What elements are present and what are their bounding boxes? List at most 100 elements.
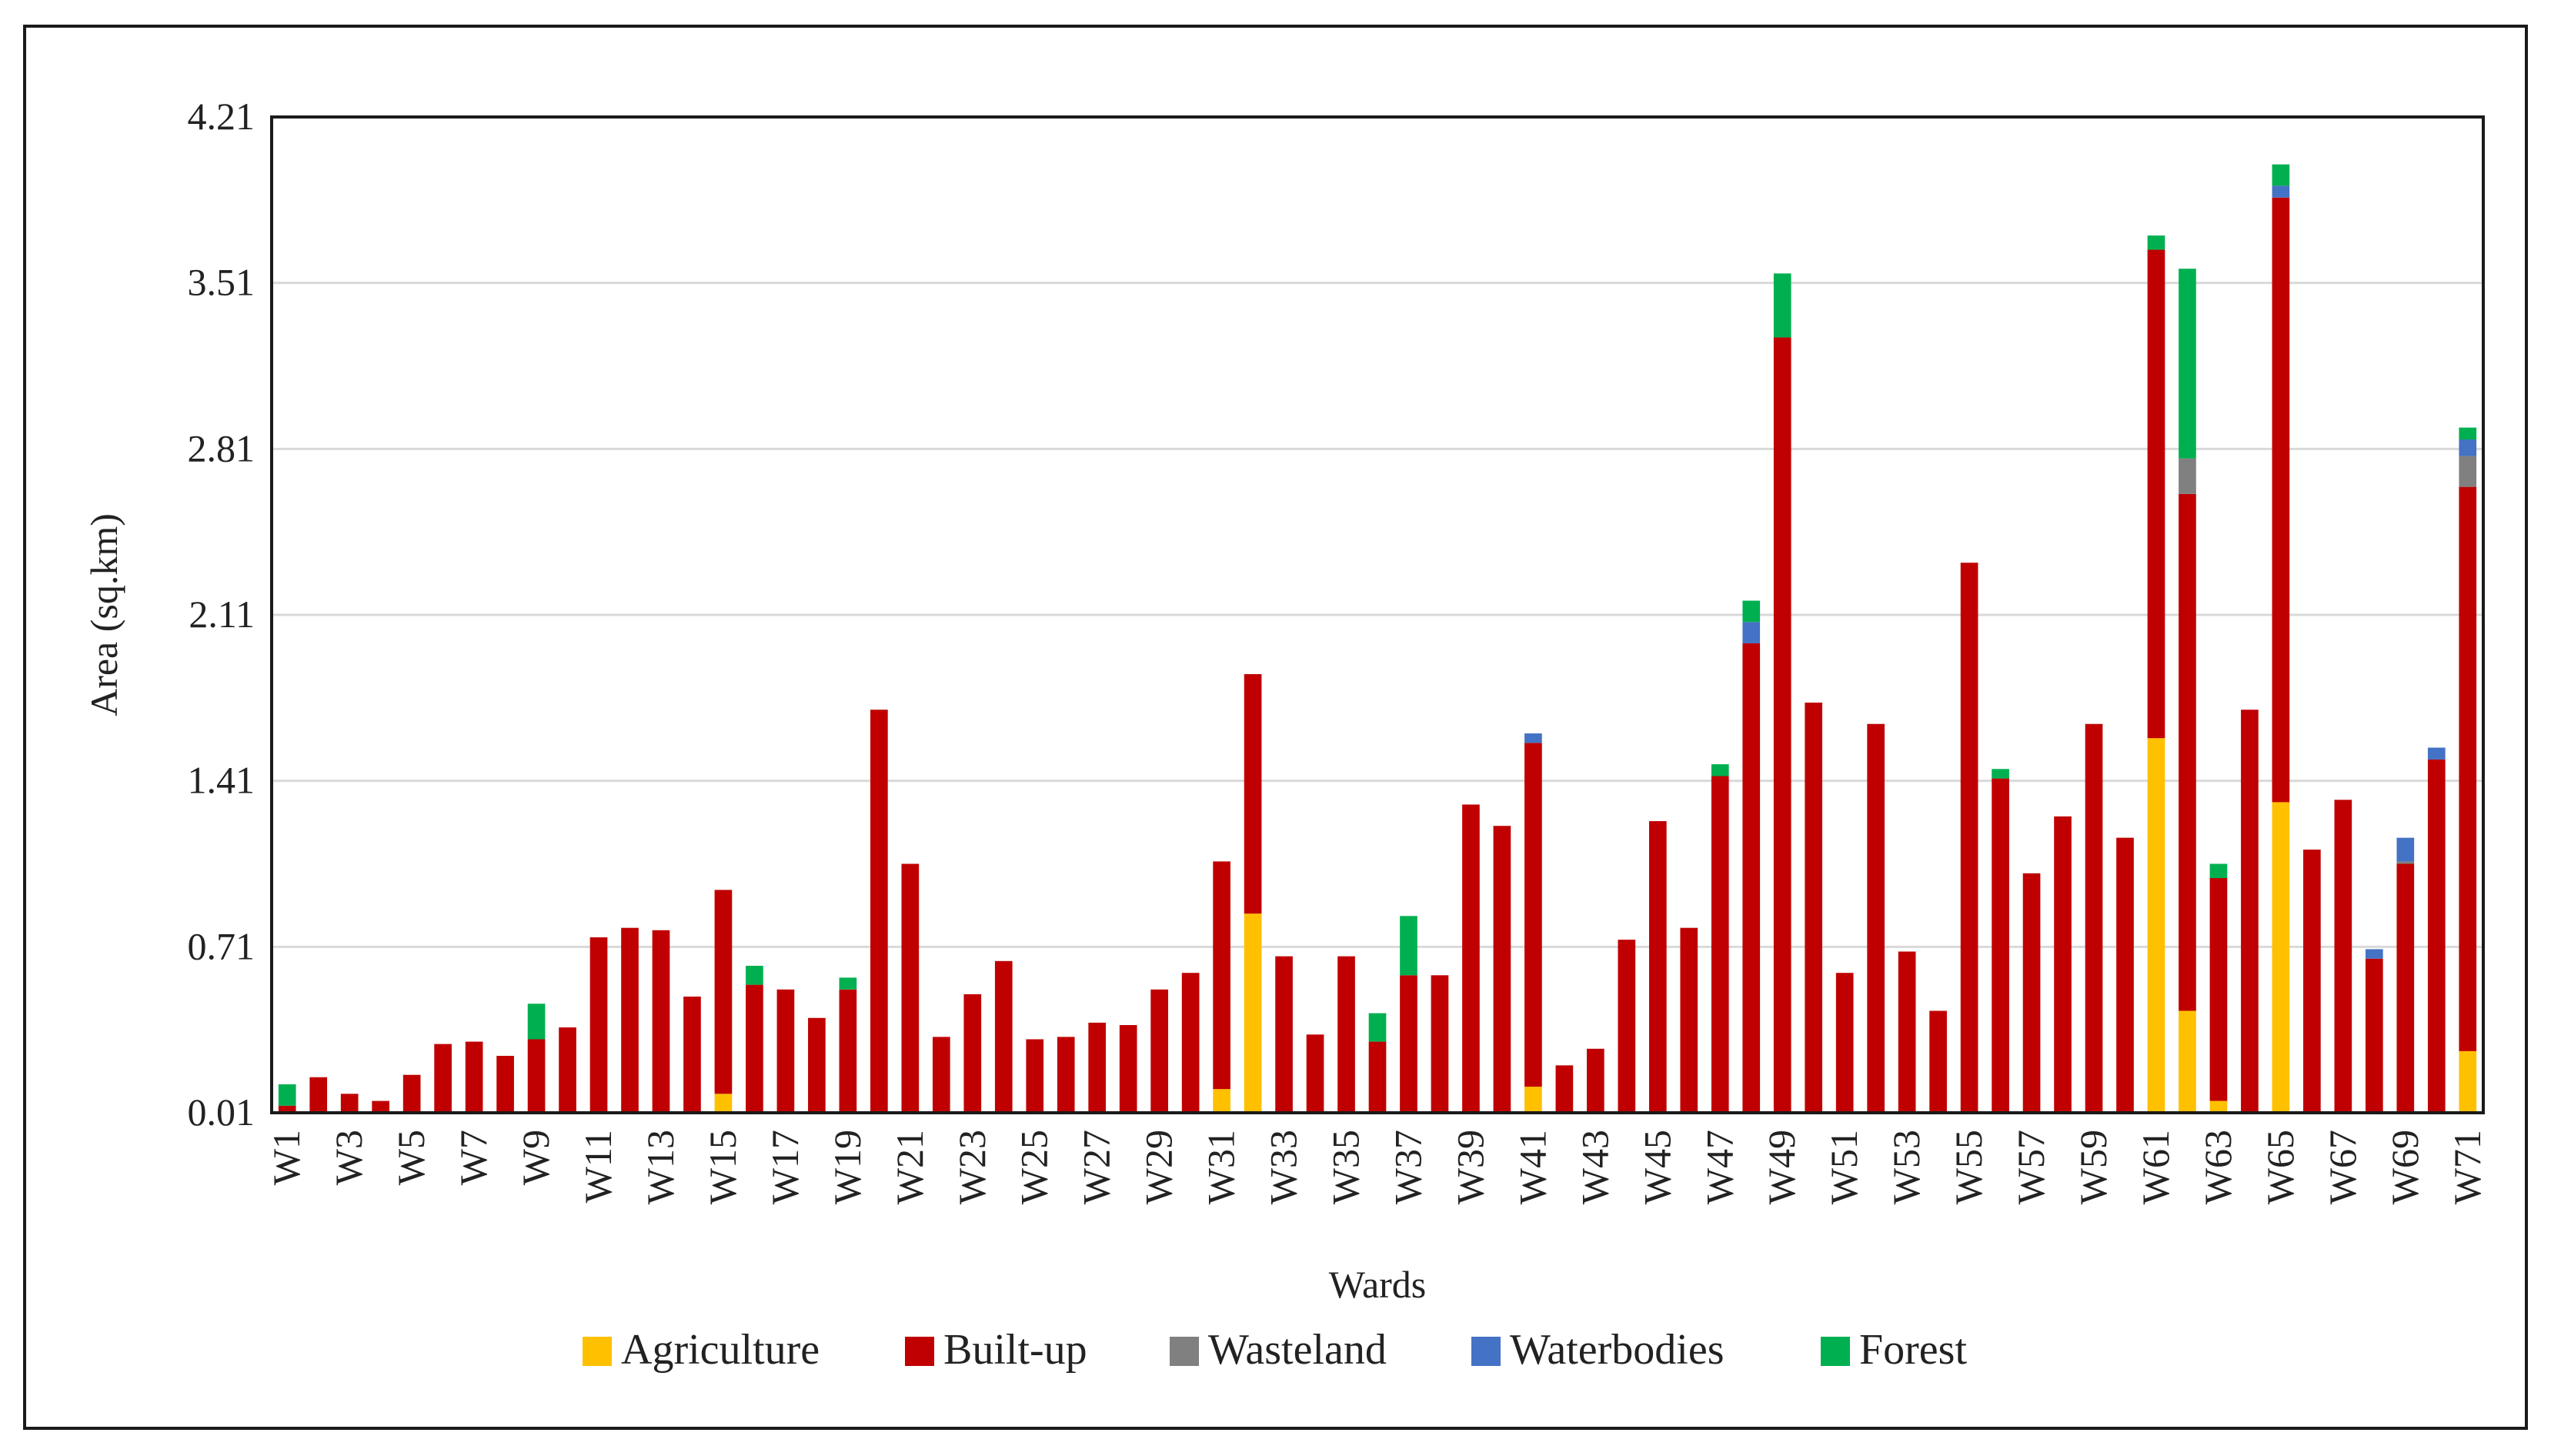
bar-stack-w63 xyxy=(2209,863,2228,1113)
y-tick-label: 0.01 xyxy=(188,1090,255,1134)
x-tick-label: W23 xyxy=(950,1130,993,1204)
bar-stack-w19 xyxy=(839,977,857,1113)
bar-wasteland-w69 xyxy=(2396,861,2415,864)
bar-stack-w27 xyxy=(1088,1022,1107,1113)
bar-stack-w9 xyxy=(527,1004,546,1113)
legend-item-forest: Forest xyxy=(1821,1326,1967,1374)
x-tick-label: W45 xyxy=(1635,1130,1678,1204)
bar-built-up-w54 xyxy=(1929,1010,1947,1113)
bar-stack-w22 xyxy=(932,1037,950,1113)
bar-agriculture-w65 xyxy=(2272,802,2290,1113)
y-tick-label: 0.71 xyxy=(188,924,255,967)
bar-built-up-w63 xyxy=(2209,877,2228,1101)
bar-built-up-w30 xyxy=(1181,973,1200,1113)
bar-built-up-w50 xyxy=(1805,702,1823,1113)
bar-built-up-w68 xyxy=(2365,958,2383,1113)
bar-built-up-w12 xyxy=(621,927,639,1113)
x-tick-label: W71 xyxy=(2446,1130,2489,1204)
bar-built-up-w7 xyxy=(465,1041,483,1113)
legend-label: Waterbodies xyxy=(1510,1326,1725,1374)
bar-built-up-w10 xyxy=(559,1027,576,1113)
bar-built-up-w60 xyxy=(2116,837,2134,1113)
bar-agriculture-w63 xyxy=(2209,1100,2228,1113)
legend-item-built-up: Built-up xyxy=(905,1326,1087,1374)
bar-stack-w46 xyxy=(1680,927,1698,1113)
bar-stack-w58 xyxy=(2054,816,2072,1113)
bar-built-up-w59 xyxy=(2085,723,2103,1113)
bar-stack-w5 xyxy=(402,1074,421,1113)
x-tick-label: W33 xyxy=(1262,1130,1305,1204)
bar-forest-w49 xyxy=(1773,273,1791,338)
bar-stack-w70 xyxy=(2427,747,2446,1113)
x-tick-label: W47 xyxy=(1698,1130,1741,1204)
bar-stack-w36 xyxy=(1368,1013,1387,1113)
bar-stack-w64 xyxy=(2241,710,2259,1113)
bar-built-up-w24 xyxy=(994,960,1013,1113)
bar-built-up-w70 xyxy=(2427,759,2446,1113)
bar-built-up-w58 xyxy=(2054,816,2072,1113)
bar-agriculture-w71 xyxy=(2459,1050,2477,1113)
bar-agriculture-w31 xyxy=(1213,1089,1230,1113)
bar-built-up-w26 xyxy=(1057,1037,1075,1113)
x-tick-label: W51 xyxy=(1822,1130,1865,1204)
bar-waterbodies-w41 xyxy=(1524,733,1542,743)
bar-stack-w54 xyxy=(1929,1010,1947,1113)
bar-stack-w8 xyxy=(496,1056,514,1113)
y-axis-ticks: 0.01 0.71 1.41 2.11 2.81 3.51 4.21 xyxy=(188,95,255,1134)
x-axis-label: Wards xyxy=(1329,1263,1427,1306)
bar-stack-w45 xyxy=(1648,821,1667,1113)
bar-built-up-w22 xyxy=(932,1037,950,1113)
x-tick-label: W53 xyxy=(1885,1130,1928,1204)
bar-built-up-w39 xyxy=(1462,804,1480,1113)
bar-built-up-w71 xyxy=(2459,486,2477,1051)
bar-built-up-w55 xyxy=(1960,563,1978,1113)
bar-built-up-w21 xyxy=(901,863,920,1113)
bar-stack-w24 xyxy=(994,960,1013,1113)
x-tick-label: W55 xyxy=(1947,1130,1990,1204)
bar-built-up-w4 xyxy=(372,1100,390,1113)
bar-built-up-w18 xyxy=(808,1017,826,1113)
bar-forest-w65 xyxy=(2272,164,2290,186)
bar-built-up-w42 xyxy=(1555,1065,1574,1113)
x-tick-label: W43 xyxy=(1573,1130,1616,1204)
bar-built-up-w17 xyxy=(776,989,795,1113)
x-tick-label: W63 xyxy=(2196,1130,2239,1204)
legend: Agriculture Built-up Wasteland Waterbodies F… xyxy=(583,1326,1967,1374)
bar-stack-w30 xyxy=(1181,973,1200,1113)
bar-built-up-w51 xyxy=(1835,973,1854,1113)
bar-built-up-w23 xyxy=(963,993,982,1113)
bar-stack-w68 xyxy=(2365,949,2383,1113)
bar-stack-w17 xyxy=(776,989,795,1113)
bar-stack-w29 xyxy=(1150,989,1168,1113)
x-tick-label: W57 xyxy=(2009,1130,2052,1204)
bar-built-up-w53 xyxy=(1898,951,1916,1113)
bar-built-up-w1 xyxy=(278,1105,296,1113)
bar-built-up-w61 xyxy=(2147,249,2165,739)
legend-swatch xyxy=(1821,1337,1850,1366)
bar-stack-w42 xyxy=(1555,1065,1574,1113)
bar-wasteland-w62 xyxy=(2179,458,2196,494)
bar-agriculture-w62 xyxy=(2179,1010,2196,1113)
bar-stack-w51 xyxy=(1835,973,1854,1113)
bar-stack-w59 xyxy=(2085,723,2103,1113)
y-tick-label: 2.11 xyxy=(189,593,255,636)
legend-item-wasteland: Wasteland xyxy=(1170,1326,1387,1374)
bar-wasteland-w71 xyxy=(2459,456,2477,487)
bar-forest-w36 xyxy=(1368,1013,1387,1042)
bar-stack-w34 xyxy=(1306,1034,1324,1113)
x-tick-label: W11 xyxy=(576,1130,619,1203)
bar-forest-w63 xyxy=(2209,863,2228,878)
y-axis-label: Area (sq.km) xyxy=(82,513,125,716)
x-tick-label: W59 xyxy=(2072,1130,2115,1204)
bar-stack-w26 xyxy=(1057,1037,1075,1113)
bar-built-up-w35 xyxy=(1337,956,1355,1113)
bar-stack-w7 xyxy=(465,1041,483,1113)
bar-waterbodies-w71 xyxy=(2459,439,2477,456)
bar-stack-w47 xyxy=(1711,764,1729,1113)
x-tick-label: W21 xyxy=(888,1130,931,1204)
bar-stack-w23 xyxy=(963,993,982,1113)
legend-swatch xyxy=(583,1337,612,1366)
bar-stack-w61 xyxy=(2147,235,2165,1113)
bar-stack-w71 xyxy=(2459,427,2477,1113)
bar-stack-w38 xyxy=(1431,975,1449,1113)
